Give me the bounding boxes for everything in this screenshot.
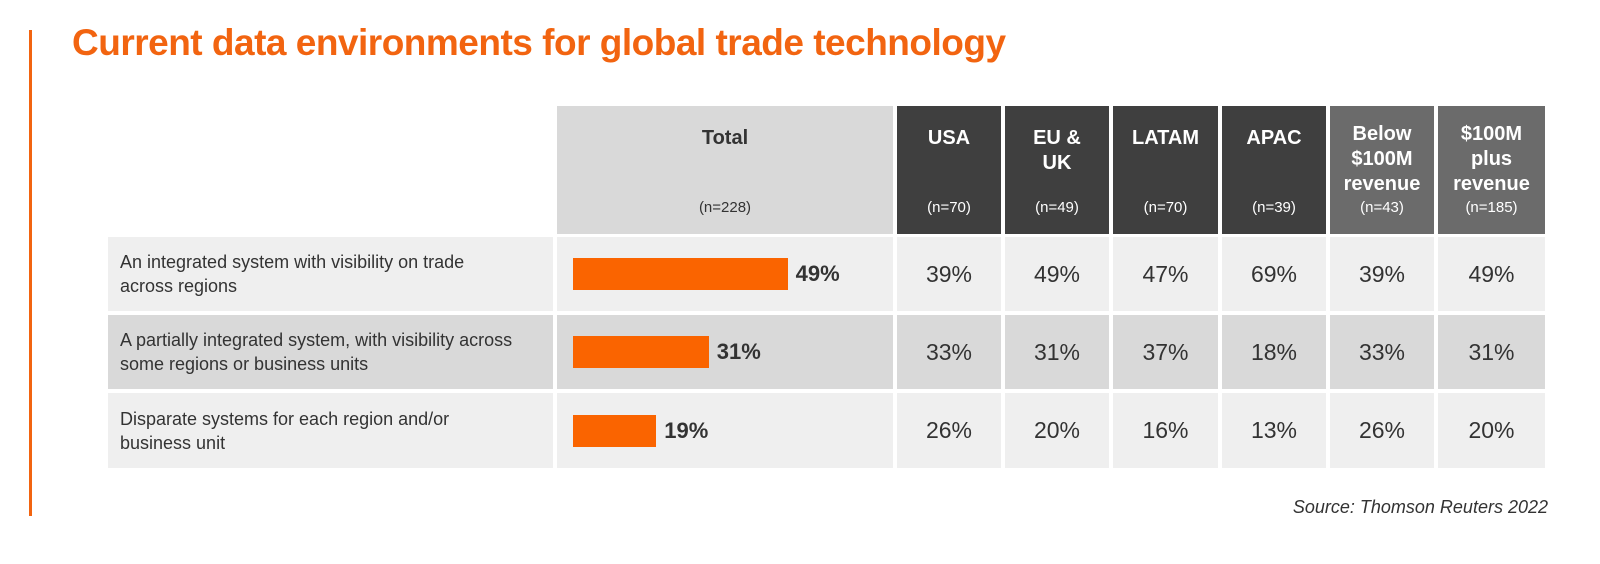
value-cell: 49% — [1438, 237, 1545, 311]
column-sample-size: (n=39) — [1252, 199, 1296, 216]
row-label: Disparate systems for each region and/or… — [108, 393, 553, 468]
column-sample-size: (n=228) — [698, 199, 752, 216]
value-cell: 39% — [1330, 237, 1434, 311]
chart-title: Current data environments for global tra… — [72, 22, 1006, 63]
row-label: A partially integrated system, with visi… — [108, 315, 553, 389]
value-cell: 26% — [1330, 393, 1434, 468]
value-cell: 47% — [1113, 237, 1218, 311]
column-header-label: Below $100M revenue — [1343, 123, 1421, 195]
value-cell: 33% — [897, 315, 1001, 389]
column-sample-size: (n=185) — [1465, 199, 1518, 216]
value-cell: 31% — [1438, 315, 1545, 389]
column-sample-size: (n=70) — [1143, 199, 1188, 216]
value-cell: 69% — [1222, 237, 1326, 311]
value-cell: 13% — [1222, 393, 1326, 468]
column-sample-size: (n=49) — [1035, 199, 1079, 216]
column-header-label: LATAM — [1131, 127, 1199, 149]
column-header: EU & UK (n=49) — [1005, 106, 1109, 234]
column-header-label: Total — [701, 127, 749, 149]
column-header-label: $100M plus revenue — [1453, 123, 1530, 195]
value-cell: 37% — [1113, 315, 1218, 389]
column-header: $100M plus revenue (n=185) — [1438, 106, 1545, 234]
value-cell: 16% — [1113, 393, 1218, 468]
column-header: USA (n=70) — [897, 106, 1001, 234]
row-label: An integrated system with visibility on … — [108, 237, 553, 311]
column-header: LATAM (n=70) — [1113, 106, 1218, 234]
total-bar-label: 19% — [664, 417, 709, 443]
column-header-label: EU & UK — [1033, 127, 1081, 174]
value-cell: 20% — [1005, 393, 1109, 468]
total-bar-label: 31% — [716, 339, 761, 364]
column-sample-size: (n=43) — [1360, 199, 1404, 216]
column-header: Total (n=228) — [557, 106, 893, 234]
value-cell: 49% — [1005, 237, 1109, 311]
total-bar — [573, 336, 709, 368]
accent-line — [29, 30, 32, 516]
total-bar — [573, 258, 788, 290]
source-note: Source: Thomson Reuters 2022 — [1292, 497, 1548, 517]
column-header-label: APAC — [1246, 127, 1302, 149]
value-cell: 39% — [897, 237, 1001, 311]
value-cell: 31% — [1005, 315, 1109, 389]
value-cell: 20% — [1438, 393, 1545, 468]
total-bar — [573, 414, 657, 447]
column-sample-size: (n=70) — [927, 199, 971, 216]
total-bar-label: 49% — [795, 261, 840, 286]
value-cell: 33% — [1330, 315, 1434, 389]
column-header-label: USA — [927, 127, 971, 149]
column-header: Below $100M revenue (n=43) — [1330, 106, 1434, 234]
column-header: APAC (n=39) — [1222, 106, 1326, 234]
value-cell: 18% — [1222, 315, 1326, 389]
value-cell: 26% — [897, 393, 1001, 468]
